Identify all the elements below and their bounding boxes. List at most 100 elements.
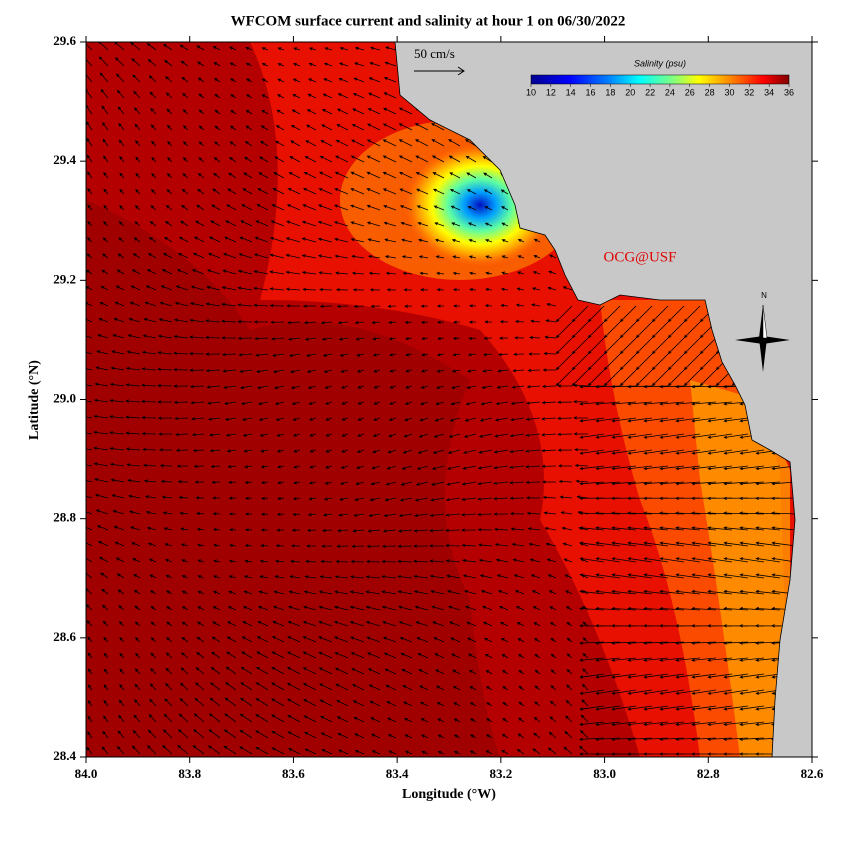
current-arrow [274, 156, 285, 163]
current-arrow [368, 513, 381, 517]
current-arrow [309, 465, 317, 469]
current-arrow [119, 205, 125, 211]
current-arrow [603, 369, 621, 387]
current-arrow [292, 94, 301, 99]
current-arrow [307, 93, 317, 99]
current-arrow [619, 305, 637, 323]
current-arrow [416, 205, 429, 211]
current-arrow [309, 433, 317, 437]
current-arrow [338, 337, 349, 341]
current-arrow [430, 590, 445, 595]
current-arrow [151, 140, 157, 147]
current-arrow [141, 383, 157, 387]
current-arrow [548, 731, 557, 739]
current-arrow [238, 253, 253, 259]
current-arrow [643, 721, 669, 726]
current-arrow [564, 730, 573, 739]
current-arrow [485, 686, 493, 691]
current-arrow [285, 253, 301, 259]
current-arrow [429, 513, 445, 517]
current-arrow [163, 713, 173, 723]
current-arrow [214, 125, 221, 131]
current-arrow [420, 718, 429, 723]
current-arrow [274, 401, 285, 406]
current-arrow [691, 689, 717, 695]
current-arrow [276, 528, 285, 532]
current-arrow [579, 606, 605, 611]
current-arrow [339, 481, 349, 485]
current-arrow [166, 606, 173, 611]
current-arrow [227, 464, 237, 469]
current-arrow [196, 511, 205, 516]
current-arrow [468, 304, 477, 308]
current-arrow [582, 668, 589, 675]
current-arrow [335, 559, 349, 564]
current-arrow [436, 702, 445, 707]
current-arrow [86, 154, 93, 163]
current-arrow [270, 320, 285, 324]
current-arrow [181, 606, 189, 611]
current-arrow [336, 108, 349, 115]
current-arrow [157, 334, 173, 339]
colorbar-tick-label: 16 [586, 87, 596, 97]
current-arrow [579, 557, 605, 563]
current-arrow [691, 641, 717, 645]
current-arrow [707, 557, 733, 563]
current-arrow [451, 238, 461, 243]
current-arrow [334, 237, 349, 243]
current-arrow [319, 683, 333, 691]
current-arrow [214, 141, 221, 147]
current-arrow [651, 353, 669, 371]
current-arrow [287, 337, 301, 341]
current-arrow [221, 319, 237, 323]
current-arrow [381, 559, 397, 564]
current-arrow [317, 221, 333, 227]
current-arrow [354, 321, 365, 325]
current-arrow [103, 221, 109, 227]
current-arrow [213, 559, 221, 563]
current-arrow [253, 320, 268, 324]
current-arrow [403, 701, 413, 707]
current-arrow [302, 651, 317, 659]
current-arrow [146, 42, 157, 51]
current-arrow [242, 606, 253, 611]
current-arrow [478, 558, 493, 563]
current-arrow [244, 543, 253, 548]
current-arrow [115, 285, 125, 291]
current-arrow [468, 669, 477, 675]
current-arrow [271, 714, 285, 723]
current-arrow [501, 271, 509, 275]
current-arrow [437, 718, 445, 723]
current-arrow [404, 304, 413, 308]
current-arrow [302, 667, 317, 675]
current-arrow [611, 511, 637, 515]
current-arrow [147, 542, 157, 547]
x-tick-label: 82.6 [801, 766, 824, 781]
current-arrow [117, 253, 125, 259]
current-arrow [525, 480, 541, 484]
current-arrow [398, 155, 413, 163]
current-arrow [338, 77, 349, 83]
current-arrow [320, 140, 333, 147]
current-arrow [336, 544, 349, 548]
current-arrow [86, 464, 93, 467]
current-arrow [157, 400, 172, 404]
current-arrow [482, 369, 493, 373]
current-arrow [87, 715, 93, 723]
current-arrow [382, 188, 397, 195]
current-arrow [384, 668, 397, 675]
current-arrow [429, 559, 445, 563]
current-arrow [386, 465, 397, 470]
current-arrow [437, 320, 445, 324]
current-arrow [271, 651, 285, 659]
current-arrow [372, 433, 381, 437]
current-arrow [304, 337, 317, 341]
colorbar-tick-label: 36 [784, 87, 794, 97]
current-arrow [182, 92, 189, 99]
current-arrow [381, 544, 397, 548]
current-arrow [134, 140, 141, 147]
current-arrow [449, 172, 461, 179]
current-arrow [150, 205, 157, 211]
current-arrow [271, 730, 285, 739]
current-arrow [335, 155, 349, 163]
